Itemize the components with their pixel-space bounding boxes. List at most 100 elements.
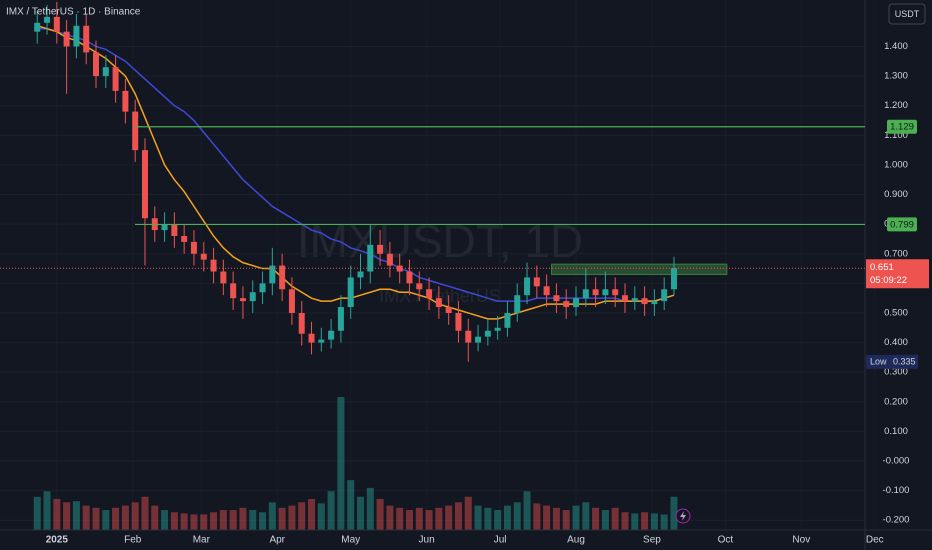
volume-bar	[641, 512, 649, 530]
x-tick-label: Jun	[419, 535, 435, 546]
volume-bar	[278, 507, 286, 530]
candle-body	[357, 271, 364, 278]
y-tick-label: 0.700	[884, 248, 908, 259]
candle-body	[93, 52, 100, 77]
volume-bar	[72, 501, 80, 530]
volume-bar	[631, 513, 639, 530]
volume-bar	[33, 496, 41, 530]
volume-bar	[298, 502, 306, 530]
candle-body	[592, 289, 599, 296]
candle-body	[102, 67, 109, 77]
level-label: 1.129	[890, 122, 914, 133]
x-tick-label: Apr	[269, 535, 285, 546]
y-tick-label: -0.000	[883, 456, 910, 467]
volume-bar	[445, 505, 453, 530]
volume-bar	[552, 507, 560, 530]
volume-bar	[337, 397, 345, 530]
candle-body	[210, 259, 217, 272]
candle-body	[190, 241, 197, 254]
y-tick-label: 1.400	[884, 41, 908, 52]
volume-bar	[43, 491, 51, 530]
x-tick-label: Aug	[567, 535, 585, 546]
candle-body	[563, 301, 570, 308]
candle-body	[475, 336, 482, 343]
candle-body	[661, 289, 668, 302]
candle-body	[465, 330, 472, 343]
candle-body	[44, 16, 51, 23]
candle-body	[171, 224, 178, 236]
currency-button-label[interactable]: USDT	[895, 9, 920, 19]
y-tick-label: 1.000	[884, 159, 908, 170]
candle-body	[573, 298, 580, 308]
volume-bar	[523, 491, 531, 530]
volume-bar	[543, 505, 551, 530]
y-tick-label: 0.500	[884, 307, 908, 318]
candle-body	[288, 289, 295, 313]
volume-bar	[425, 510, 433, 530]
candle-body	[621, 295, 628, 302]
candle-body	[484, 330, 491, 337]
y-tick-label: 0.200	[884, 396, 908, 407]
y-tick-label: -0.200	[883, 515, 910, 526]
candle-body	[504, 312, 511, 328]
volume-bar	[386, 505, 394, 530]
currency-button[interactable]	[888, 3, 926, 25]
y-tick-label: 0.400	[884, 337, 908, 348]
volume-bar	[592, 507, 600, 530]
volume-bar	[474, 505, 482, 530]
candle-body	[83, 25, 90, 53]
symbol-title: IMX / TetherUS · 1D · Binance	[6, 7, 141, 18]
candle-body	[298, 312, 305, 334]
volume-bar	[239, 507, 247, 530]
candle-body	[347, 277, 354, 308]
candle-body	[524, 277, 531, 296]
candle-body	[582, 289, 589, 299]
candle-body	[220, 271, 227, 284]
candle-body	[269, 265, 276, 284]
x-tick-label: Sep	[643, 535, 661, 546]
volume-bar	[63, 502, 71, 530]
volume-bar	[102, 510, 110, 530]
volume-bar	[259, 512, 267, 530]
volume-bar	[82, 505, 90, 530]
candle-body	[73, 25, 80, 47]
candle-body	[318, 339, 325, 343]
volume-bar	[494, 510, 502, 530]
volume-bar	[141, 496, 149, 530]
volume-bar	[131, 502, 139, 530]
volume-bar	[484, 507, 492, 530]
x-tick-label: May	[341, 535, 360, 546]
x-tick-label: Dec	[866, 535, 884, 546]
volume-bar	[621, 512, 629, 530]
candle-body	[132, 111, 139, 151]
candle-body	[533, 277, 540, 287]
volume-bar	[650, 513, 658, 530]
x-tick-label: Oct	[718, 535, 734, 546]
volume-bar	[200, 514, 208, 530]
volume-bar	[347, 480, 355, 530]
x-tick-label: Feb	[124, 535, 142, 546]
candle-body	[34, 22, 41, 32]
x-tick-label: Nov	[792, 535, 810, 546]
candle-body	[181, 235, 188, 242]
volume-bar	[92, 507, 100, 530]
volume-bar	[464, 496, 472, 530]
resistance-zone	[551, 263, 728, 275]
volume-bar	[572, 505, 580, 530]
volume-bar	[405, 510, 413, 530]
candle-body	[122, 90, 129, 112]
volume-bar	[366, 487, 374, 530]
moving-average	[37, 27, 675, 302]
candle-body	[63, 31, 70, 47]
candle-body	[200, 253, 207, 260]
volume-bar	[503, 505, 511, 530]
volume-bar	[317, 503, 325, 530]
volume-bar	[121, 505, 129, 530]
volume-bar	[454, 502, 462, 530]
volume-bar	[190, 514, 198, 530]
candle-body	[141, 150, 148, 219]
candle-body	[514, 295, 521, 313]
volume-bar	[151, 505, 159, 530]
